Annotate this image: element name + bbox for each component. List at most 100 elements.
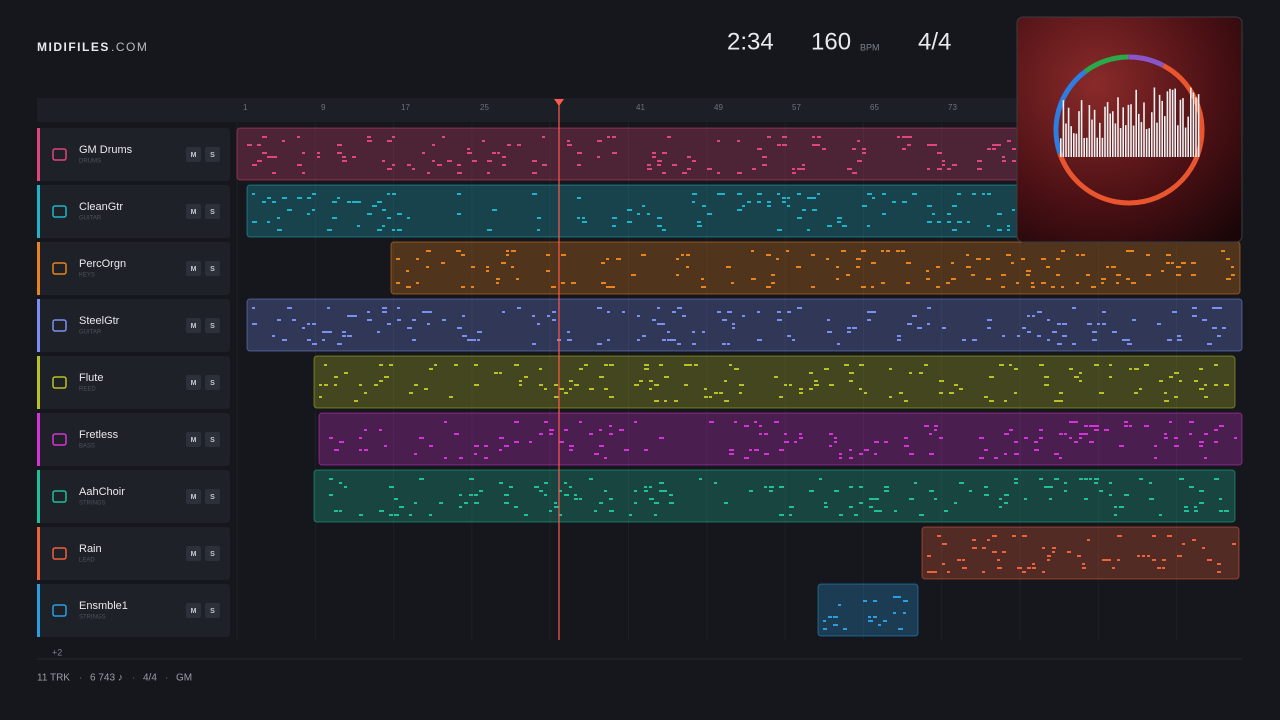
track[interactable]: Fretless BASS M S bbox=[37, 413, 230, 466]
track[interactable]: Ensmble1 STRINGS M S bbox=[37, 584, 230, 637]
mute-button[interactable] bbox=[186, 489, 201, 504]
note bbox=[382, 307, 387, 309]
track-header[interactable] bbox=[37, 185, 230, 238]
mute-button[interactable] bbox=[186, 375, 201, 390]
solo-label[interactable]: S bbox=[210, 380, 215, 387]
track-header[interactable] bbox=[37, 356, 230, 409]
track-header[interactable] bbox=[37, 128, 230, 181]
note bbox=[1202, 547, 1205, 549]
track[interactable]: GM Drums DRUMS M S bbox=[37, 128, 230, 181]
note bbox=[1174, 396, 1178, 398]
mute-button[interactable] bbox=[186, 147, 201, 162]
track[interactable]: Rain LEAD M S bbox=[37, 527, 230, 580]
solo-label[interactable]: S bbox=[210, 209, 215, 216]
note bbox=[357, 225, 360, 227]
mute-button[interactable] bbox=[186, 603, 201, 618]
note bbox=[639, 380, 643, 382]
mute-button[interactable] bbox=[186, 261, 201, 276]
note bbox=[1146, 274, 1151, 276]
track-header[interactable] bbox=[37, 242, 230, 295]
track[interactable]: CleanGtr GUITAR M S bbox=[37, 185, 230, 238]
solo-label[interactable]: S bbox=[210, 494, 215, 501]
note bbox=[1194, 506, 1197, 508]
note bbox=[564, 392, 568, 394]
note bbox=[687, 168, 691, 170]
note bbox=[501, 262, 506, 264]
mute-button[interactable] bbox=[186, 204, 201, 219]
track-header[interactable] bbox=[37, 299, 230, 352]
note bbox=[997, 144, 1001, 146]
mute-label[interactable]: M bbox=[191, 494, 197, 501]
note bbox=[607, 311, 610, 313]
solo-button[interactable] bbox=[205, 261, 220, 276]
note bbox=[532, 343, 536, 345]
note bbox=[574, 494, 577, 496]
mute-button[interactable] bbox=[186, 546, 201, 561]
solo-button[interactable] bbox=[205, 204, 220, 219]
note bbox=[796, 266, 801, 268]
mute-label[interactable]: M bbox=[191, 437, 197, 444]
solo-button[interactable] bbox=[205, 546, 220, 561]
note bbox=[462, 315, 465, 317]
solo-label[interactable]: S bbox=[210, 323, 215, 330]
note bbox=[647, 164, 651, 166]
note bbox=[387, 323, 391, 325]
note bbox=[754, 449, 759, 451]
track-header[interactable] bbox=[37, 470, 230, 523]
solo-button[interactable] bbox=[205, 318, 220, 333]
solo-button[interactable] bbox=[205, 432, 220, 447]
track-icon bbox=[52, 547, 67, 560]
note bbox=[829, 433, 833, 435]
note bbox=[842, 225, 847, 227]
mute-label[interactable]: M bbox=[191, 209, 197, 216]
mute-button[interactable] bbox=[186, 318, 201, 333]
track[interactable]: Flute REED M S bbox=[37, 356, 230, 409]
mute-label[interactable]: M bbox=[191, 380, 197, 387]
mute-label[interactable]: M bbox=[191, 551, 197, 558]
note bbox=[662, 172, 666, 174]
note bbox=[502, 156, 506, 158]
note bbox=[881, 250, 884, 252]
track[interactable]: SteelGtr GUITAR M S bbox=[37, 299, 230, 352]
note bbox=[472, 339, 476, 341]
note bbox=[469, 494, 473, 496]
note bbox=[1032, 315, 1035, 317]
note bbox=[467, 339, 472, 341]
solo-label[interactable]: S bbox=[210, 608, 215, 615]
note bbox=[769, 486, 774, 488]
solo-label[interactable]: S bbox=[210, 152, 215, 159]
solo-button[interactable] bbox=[205, 489, 220, 504]
note bbox=[559, 388, 564, 390]
mute-label[interactable]: M bbox=[191, 608, 197, 615]
note bbox=[502, 311, 505, 313]
note bbox=[784, 433, 787, 435]
note bbox=[317, 152, 320, 154]
track-header[interactable] bbox=[37, 413, 230, 466]
note bbox=[709, 396, 712, 398]
track-header[interactable] bbox=[37, 527, 230, 580]
solo-label[interactable]: S bbox=[210, 437, 215, 444]
note bbox=[972, 339, 977, 341]
mute-label[interactable]: M bbox=[191, 266, 197, 273]
note bbox=[619, 429, 624, 431]
track-header[interactable] bbox=[37, 584, 230, 637]
note bbox=[1184, 510, 1189, 512]
note bbox=[597, 307, 602, 309]
note bbox=[719, 392, 723, 394]
mute-label[interactable]: M bbox=[191, 152, 197, 159]
solo-button[interactable] bbox=[205, 147, 220, 162]
solo-label[interactable]: S bbox=[210, 266, 215, 273]
note bbox=[757, 339, 762, 341]
note bbox=[897, 335, 901, 337]
mute-label[interactable]: M bbox=[191, 323, 197, 330]
solo-label[interactable]: S bbox=[210, 551, 215, 558]
mute-button[interactable] bbox=[186, 432, 201, 447]
note bbox=[784, 441, 789, 443]
note bbox=[1022, 327, 1026, 329]
solo-button[interactable] bbox=[205, 603, 220, 618]
note bbox=[994, 457, 998, 459]
note bbox=[1219, 510, 1223, 512]
track[interactable]: PercOrgn KEYS M S bbox=[37, 242, 230, 295]
solo-button[interactable] bbox=[205, 375, 220, 390]
track[interactable]: AahChoir STRINGS M S bbox=[37, 470, 230, 523]
